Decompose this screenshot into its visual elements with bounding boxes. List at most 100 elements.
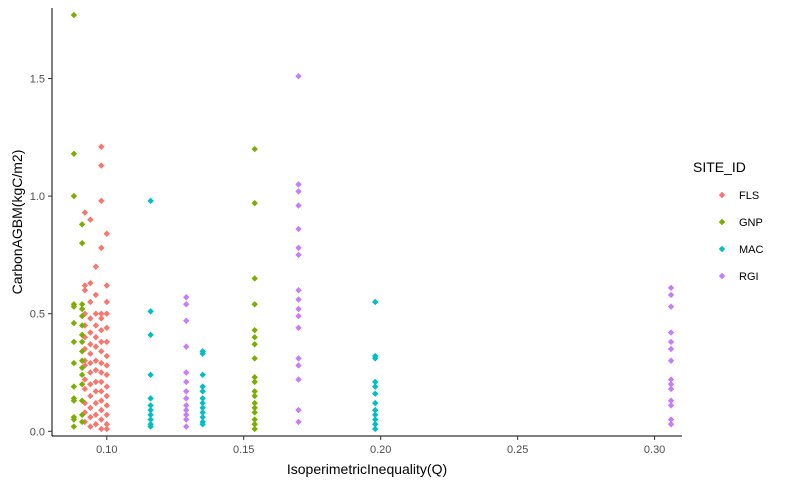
legend-key-gnp — [718, 218, 726, 226]
data-point — [667, 338, 675, 346]
data-point — [667, 357, 675, 364]
data-point — [78, 418, 86, 426]
legend-title: SITE_ID — [693, 159, 746, 175]
data-point — [199, 395, 206, 402]
data-point — [295, 362, 302, 369]
data-point — [199, 413, 206, 421]
data-point — [87, 329, 94, 336]
data-point — [295, 225, 302, 233]
data-point — [251, 374, 258, 381]
data-point — [81, 376, 89, 383]
data-point — [147, 331, 154, 339]
data-point — [98, 162, 105, 169]
data-point — [147, 411, 154, 419]
data-point — [251, 416, 258, 423]
data-point — [147, 402, 154, 409]
data-point — [87, 341, 94, 348]
data-point — [98, 244, 105, 252]
data-point — [183, 411, 190, 419]
data-point — [98, 326, 105, 334]
data-point — [98, 338, 105, 346]
data-point — [372, 390, 379, 397]
data-point — [92, 343, 100, 350]
data-point — [87, 279, 94, 287]
data-point — [147, 406, 154, 414]
data-point — [92, 357, 100, 364]
data-point — [78, 364, 86, 372]
data-point — [251, 334, 258, 341]
y-tick-label: 0.5 — [30, 309, 45, 321]
data-point — [295, 202, 302, 209]
data-point — [92, 421, 100, 428]
data-point — [295, 244, 302, 252]
data-point — [103, 425, 110, 433]
data-point — [78, 331, 86, 339]
data-point — [295, 324, 302, 332]
data-point — [251, 341, 258, 348]
data-point — [372, 383, 379, 390]
legend-label-rgi: RGI — [739, 271, 759, 283]
legend: SITE_ID FLS GNP MAC RGI — [693, 159, 764, 283]
data-point — [78, 357, 86, 364]
data-point — [199, 388, 206, 395]
data-point — [251, 409, 258, 416]
data-point — [92, 399, 100, 407]
data-point — [70, 423, 78, 430]
y-tick-label: 1.0 — [30, 191, 45, 203]
x-tick-label: 0.10 — [96, 444, 117, 456]
data-point — [251, 275, 258, 282]
data-point — [251, 404, 258, 411]
data-point — [87, 423, 94, 430]
data-point — [372, 298, 379, 306]
data-point — [295, 312, 302, 320]
data-point — [103, 371, 110, 379]
data-point — [183, 402, 190, 409]
data-point — [98, 406, 105, 414]
data-point — [147, 395, 154, 402]
data-point — [78, 239, 86, 247]
data-point — [78, 381, 86, 388]
data-point — [87, 413, 94, 421]
data-point — [183, 301, 190, 308]
data-point — [295, 296, 302, 303]
data-point — [70, 397, 78, 404]
data-point — [295, 188, 302, 195]
data-point — [667, 381, 675, 388]
data-point — [251, 378, 258, 386]
series-mac — [147, 197, 379, 433]
data-point — [87, 315, 94, 322]
data-point — [251, 199, 258, 207]
data-point — [103, 282, 110, 289]
data-point — [183, 378, 190, 386]
data-point — [78, 221, 86, 228]
data-point — [199, 350, 206, 357]
data-point — [81, 399, 89, 407]
data-point — [183, 416, 190, 423]
x-axis-title: IsoperimetricInequality(Q) — [287, 461, 447, 477]
data-point — [87, 359, 94, 367]
data-point — [147, 423, 154, 430]
series-rgi — [183, 72, 675, 430]
data-point — [667, 303, 675, 310]
data-point — [199, 404, 206, 411]
data-point — [295, 251, 302, 259]
data-point — [98, 197, 105, 205]
data-point — [295, 181, 302, 188]
data-point — [372, 378, 379, 386]
data-point — [98, 397, 105, 404]
data-point — [98, 143, 105, 150]
data-point — [295, 72, 302, 80]
data-point — [81, 385, 89, 393]
data-point — [183, 388, 190, 395]
legend-label-fls: FLS — [739, 190, 759, 202]
legend-key-mac — [718, 245, 726, 253]
data-point — [251, 355, 258, 362]
data-point — [251, 326, 258, 334]
y-tick-label: 1.5 — [30, 74, 45, 86]
x-axis-ticks: 0.10 0.15 0.20 0.25 0.30 — [96, 436, 665, 456]
data-point — [92, 322, 100, 329]
data-point — [70, 416, 78, 423]
data-point — [199, 371, 206, 379]
data-point — [295, 305, 302, 313]
